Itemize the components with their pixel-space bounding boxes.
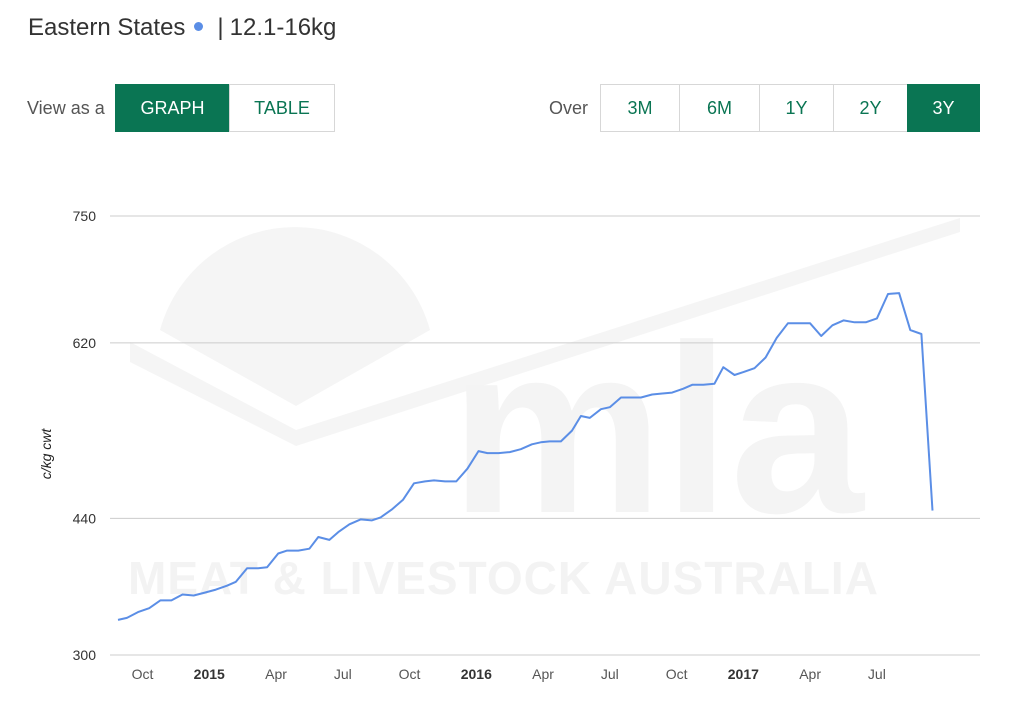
range-2y-button[interactable]: 2Y	[833, 84, 908, 132]
x-axis-ticks: Oct 2015 Apr Jul Oct 2016 Apr Jul Oct 2017 Apr Jul	[132, 666, 886, 682]
x-tick-label: Apr	[799, 666, 821, 682]
watermark-dome-icon	[160, 227, 430, 406]
title-separator: |	[217, 14, 224, 41]
x-tick-label: Jul	[334, 666, 352, 682]
x-tick-label: Oct	[399, 666, 421, 682]
y-axis-ticks: 300 440 620 750	[73, 208, 97, 663]
watermark-text: MEAT & LIVESTOCK AUSTRALIA	[128, 552, 879, 604]
table-view-button[interactable]: TABLE	[229, 84, 335, 132]
mla-watermark: mla MEAT & LIVESTOCK AUSTRALIA	[128, 218, 960, 604]
series-dot-icon	[194, 22, 204, 32]
y-tick-label: 750	[73, 208, 97, 224]
y-tick-label: 620	[73, 335, 97, 351]
weight-category: 12.1-16kg	[229, 14, 337, 41]
graph-view-button[interactable]: GRAPH	[115, 84, 230, 132]
x-tick-label: 2015	[194, 666, 225, 682]
y-tick-label: 440	[73, 510, 97, 526]
x-tick-label: Oct	[132, 666, 154, 682]
series-line	[117, 292, 934, 621]
x-tick-label: Apr	[532, 666, 554, 682]
range-1y-button[interactable]: 1Y	[759, 84, 834, 132]
region-name: Eastern States	[28, 14, 186, 41]
y-tick-label: 300	[73, 647, 97, 663]
view-as-label: View as a	[27, 98, 105, 118]
price-line-chart: mla MEAT & LIVESTOCK AUSTRALIA 300 440 620…	[38, 208, 980, 682]
x-tick-label: Jul	[868, 666, 886, 682]
y-axis-label: c/kg cwt	[38, 428, 54, 480]
grid-lines	[110, 215, 980, 656]
x-tick-label: Apr	[265, 666, 287, 682]
x-tick-label: Oct	[666, 666, 688, 682]
x-tick-label: 2016	[461, 666, 492, 682]
watermark-logo: mla	[450, 295, 865, 563]
range-6m-button[interactable]: 6M	[679, 84, 760, 132]
chart-title: Eastern States | 12.1-16kg	[28, 14, 336, 42]
over-label: Over	[549, 98, 589, 118]
x-tick-label: Jul	[601, 666, 619, 682]
range-3m-button[interactable]: 3M	[600, 84, 680, 132]
series-layer	[117, 292, 934, 621]
range-3y-button[interactable]: 3Y	[907, 84, 980, 132]
x-tick-label: 2017	[728, 666, 759, 682]
